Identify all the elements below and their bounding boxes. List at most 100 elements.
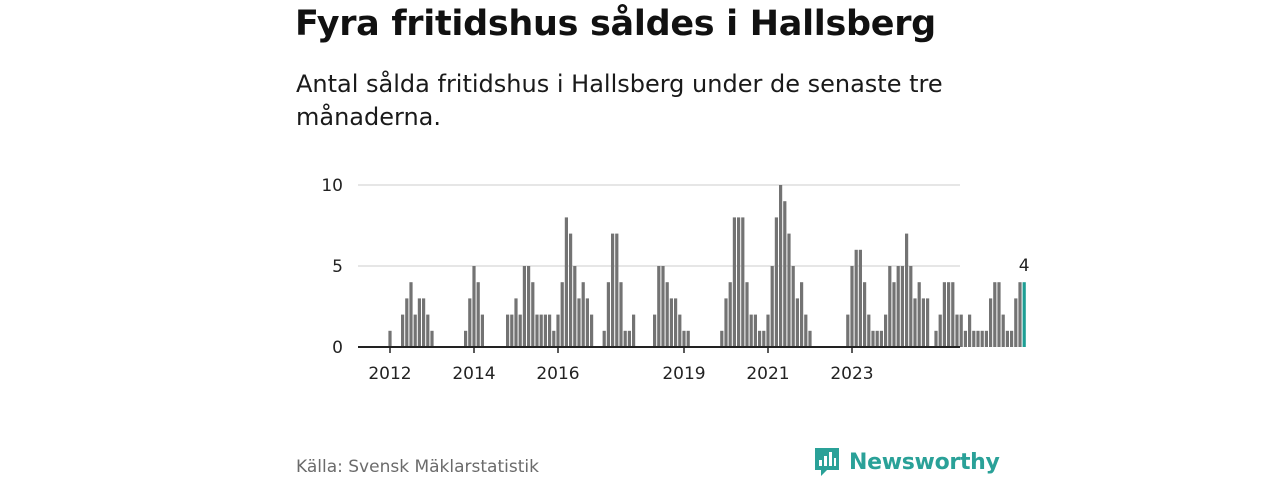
bar bbox=[804, 314, 808, 347]
bar bbox=[900, 266, 904, 347]
bar bbox=[972, 330, 976, 347]
bar bbox=[795, 298, 799, 347]
bar bbox=[858, 249, 862, 347]
bar bbox=[422, 298, 426, 347]
bar bbox=[863, 282, 867, 347]
bar bbox=[917, 282, 921, 347]
bar bbox=[518, 314, 522, 347]
bar bbox=[1014, 298, 1018, 347]
bar bbox=[430, 330, 434, 347]
bar bbox=[665, 282, 669, 347]
bar bbox=[909, 266, 913, 347]
bar bbox=[913, 298, 917, 347]
bar bbox=[468, 298, 472, 347]
bar bbox=[653, 314, 657, 347]
bar bbox=[611, 233, 615, 347]
bar bbox=[867, 314, 871, 347]
newsworthy-icon bbox=[815, 448, 839, 476]
bar bbox=[720, 330, 724, 347]
bar bbox=[1010, 330, 1014, 347]
bar bbox=[905, 233, 909, 347]
bar bbox=[774, 217, 778, 347]
bar bbox=[476, 282, 480, 347]
bar bbox=[779, 185, 783, 347]
bar bbox=[531, 282, 535, 347]
y-tick-label: 10 bbox=[321, 176, 343, 196]
bar bbox=[1005, 330, 1009, 347]
bar bbox=[585, 298, 589, 347]
bar bbox=[749, 314, 753, 347]
bar bbox=[543, 314, 547, 347]
bar bbox=[539, 314, 543, 347]
bar bbox=[724, 298, 728, 347]
bar bbox=[472, 266, 476, 347]
bar bbox=[888, 266, 892, 347]
bar bbox=[678, 314, 682, 347]
bars bbox=[388, 185, 1026, 347]
bar-latest bbox=[1022, 282, 1026, 347]
bar bbox=[552, 330, 556, 347]
bar bbox=[875, 330, 879, 347]
bar bbox=[480, 314, 484, 347]
bar bbox=[846, 314, 850, 347]
bar bbox=[976, 330, 980, 347]
bar bbox=[997, 282, 1001, 347]
x-tick-label: 2019 bbox=[662, 364, 705, 384]
bar bbox=[984, 330, 988, 347]
bar bbox=[602, 330, 606, 347]
bar bbox=[884, 314, 888, 347]
bar bbox=[947, 282, 951, 347]
bar bbox=[951, 282, 955, 347]
bar bbox=[892, 282, 896, 347]
bar bbox=[955, 314, 959, 347]
bar bbox=[510, 314, 514, 347]
bar bbox=[417, 298, 421, 347]
bar-chart: 0 5 10 2012 2014 2016 2019 2021 2023 4 bbox=[321, 176, 1029, 384]
bar bbox=[800, 282, 804, 347]
bar bbox=[926, 298, 930, 347]
bar bbox=[535, 314, 539, 347]
chart-title: Fyra fritidshus såldes i Hallsberg bbox=[295, 4, 936, 44]
newsworthy-logo[interactable]: Newsworthy bbox=[813, 446, 1000, 478]
bar bbox=[993, 282, 997, 347]
brand-name: Newsworthy bbox=[849, 449, 1000, 475]
bar bbox=[615, 233, 619, 347]
bar bbox=[506, 314, 510, 347]
last-value-label: 4 bbox=[1019, 256, 1030, 276]
bar bbox=[426, 314, 430, 347]
source-note: Källa: Svensk Mäklarstatistik bbox=[296, 457, 539, 477]
bar bbox=[963, 330, 967, 347]
bar bbox=[850, 266, 854, 347]
bar bbox=[921, 298, 925, 347]
bar bbox=[514, 298, 518, 347]
bar bbox=[783, 201, 787, 347]
bar bbox=[896, 266, 900, 347]
bar bbox=[548, 314, 552, 347]
bar bbox=[623, 330, 627, 347]
bar bbox=[745, 282, 749, 347]
bar bbox=[682, 330, 686, 347]
bar bbox=[1018, 282, 1022, 347]
bar bbox=[413, 314, 417, 347]
bar bbox=[787, 233, 791, 347]
y-tick-label: 0 bbox=[332, 338, 343, 358]
bar bbox=[661, 266, 665, 347]
bar bbox=[770, 266, 774, 347]
bar bbox=[942, 282, 946, 347]
axis-labels: 0 5 10 2012 2014 2016 2019 2021 2023 4 bbox=[321, 176, 1029, 384]
bar bbox=[569, 233, 573, 347]
grid-lines bbox=[358, 184, 960, 267]
bar bbox=[674, 298, 678, 347]
bar bbox=[871, 330, 875, 347]
bar bbox=[556, 314, 560, 347]
bar bbox=[980, 330, 984, 347]
y-tick-label: 5 bbox=[332, 257, 343, 277]
bar bbox=[766, 314, 770, 347]
bar bbox=[405, 298, 409, 347]
bar bbox=[741, 217, 745, 347]
x-axis bbox=[358, 346, 960, 353]
bar bbox=[560, 282, 564, 347]
bar bbox=[808, 330, 812, 347]
x-tick-label: 2023 bbox=[830, 364, 873, 384]
bar bbox=[686, 330, 690, 347]
